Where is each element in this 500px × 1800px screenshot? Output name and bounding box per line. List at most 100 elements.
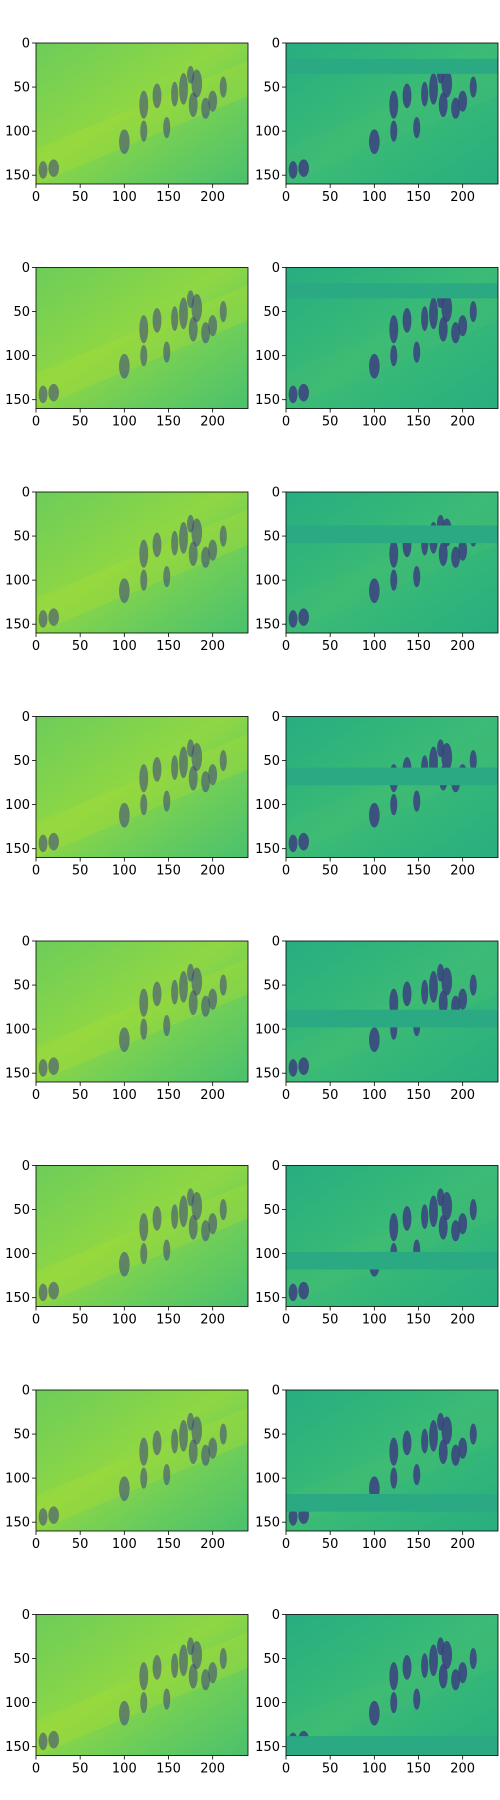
y-tick-label: 50 [13, 1203, 30, 1218]
person-figure [421, 1653, 429, 1678]
y-tick-label: 50 [263, 1428, 280, 1443]
person-figure [139, 1213, 149, 1242]
person-figure [191, 1640, 203, 1670]
person-figure [402, 83, 412, 109]
person-figure [369, 802, 380, 828]
x-tick-label: 200 [200, 1088, 225, 1103]
person-figure [140, 1692, 148, 1714]
person-figure [179, 970, 188, 1003]
person-figure [48, 608, 59, 626]
person-figure [139, 315, 149, 344]
person-figure [140, 1243, 148, 1265]
person-figure [438, 541, 448, 567]
y-tick-label: 150 [255, 1516, 280, 1531]
person-figure [288, 1508, 298, 1526]
person-figure [437, 1188, 445, 1207]
person-figure [171, 1204, 179, 1229]
person-figure [152, 308, 162, 333]
y-tick-label: 100 [255, 798, 280, 813]
x-tick-label: 200 [200, 864, 225, 879]
person-figure [219, 1647, 227, 1670]
image-panel-r4-c2: 0 50 100 150 200 0 50 100 150 [255, 710, 499, 879]
person-figure [171, 530, 179, 556]
x-tick-label: 100 [112, 1088, 137, 1103]
person-figure [187, 739, 195, 758]
person-figure [201, 1220, 211, 1242]
x-tick-label: 100 [362, 1762, 387, 1777]
person-figure [208, 539, 218, 561]
x-tick-label: 100 [112, 639, 137, 654]
person-figure [201, 546, 211, 568]
x-tick-label: 0 [32, 190, 40, 205]
y-tick-label: 0 [272, 1159, 280, 1174]
person-figure [38, 1508, 48, 1526]
y-tick-label: 150 [5, 1291, 30, 1306]
x-tick-label: 150 [156, 1537, 181, 1552]
y-tick-label: 100 [5, 349, 30, 364]
person-figure [208, 315, 218, 337]
person-figure [389, 1437, 399, 1466]
person-figure [152, 83, 162, 109]
person-figure [152, 981, 162, 1007]
x-tick-label: 150 [406, 1762, 431, 1777]
person-figure [179, 521, 188, 554]
x-tick-label: 50 [72, 639, 89, 654]
person-figure [187, 514, 195, 533]
person-figure [188, 1214, 198, 1240]
y-tick-label: 150 [255, 1291, 280, 1306]
x-tick-label: 50 [322, 415, 339, 430]
image-panel-r5-c2: 0 50 100 150 200 0 50 100 150 [255, 935, 499, 1103]
x-tick-label: 100 [362, 1088, 387, 1103]
y-tick-label: 150 [255, 1740, 280, 1755]
person-figure [441, 1640, 453, 1670]
x-tick-label: 150 [406, 1313, 431, 1328]
x-tick-label: 150 [406, 639, 431, 654]
x-tick-label: 50 [322, 190, 339, 205]
y-tick-label: 50 [13, 1652, 30, 1667]
person-figure [390, 120, 398, 142]
person-figure [469, 1198, 477, 1221]
person-figure [119, 802, 130, 828]
x-tick-label: 150 [156, 1762, 181, 1777]
person-figure [201, 97, 211, 119]
x-tick-label: 50 [72, 1537, 89, 1552]
person-figure [48, 1506, 59, 1524]
person-figure [191, 1416, 203, 1445]
person-figure [458, 1213, 468, 1235]
y-tick-label: 100 [5, 1696, 30, 1711]
person-figure [369, 1700, 380, 1726]
y-tick-label: 0 [22, 486, 30, 501]
person-figure [298, 159, 309, 177]
person-figure [458, 1437, 468, 1459]
x-tick-label: 200 [200, 190, 225, 205]
person-figure [437, 1637, 445, 1656]
person-figure [421, 306, 429, 331]
person-figure [179, 72, 188, 105]
person-figure [163, 1464, 171, 1486]
person-figure [469, 300, 477, 323]
y-tick-label: 50 [13, 81, 30, 96]
person-figure [188, 765, 198, 791]
person-figure [163, 1015, 171, 1037]
x-tick-label: 150 [156, 864, 181, 879]
x-tick-label: 0 [32, 639, 40, 654]
person-figure [429, 1644, 438, 1677]
y-tick-label: 0 [22, 37, 30, 52]
person-figure [152, 1655, 162, 1680]
y-tick-label: 0 [22, 1608, 30, 1623]
person-figure [119, 1700, 130, 1726]
person-figure [208, 90, 218, 112]
x-tick-label: 0 [282, 1537, 290, 1552]
person-figure [201, 1669, 211, 1691]
image-panel-r5-c1: 0 50 100 150 200 0 50 100 150 [5, 935, 249, 1103]
x-tick-label: 100 [362, 1537, 387, 1552]
masked-band [286, 525, 498, 544]
panel-frame [285, 1165, 499, 1307]
person-figure [179, 297, 188, 330]
person-figure [390, 569, 398, 591]
y-tick-label: 0 [22, 935, 30, 950]
person-figure [369, 353, 380, 379]
person-figure [451, 1220, 461, 1242]
person-figure [38, 834, 48, 853]
person-figure [140, 120, 148, 142]
